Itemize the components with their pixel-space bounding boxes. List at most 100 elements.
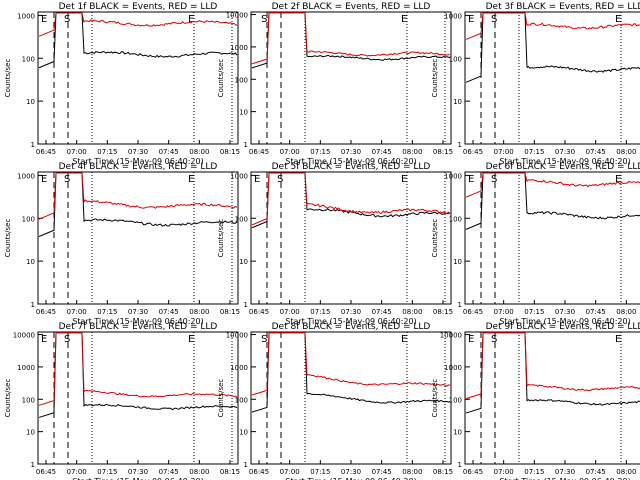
x-tick-label: 07:30 bbox=[341, 308, 361, 316]
x-tick-label: 07:30 bbox=[555, 468, 575, 476]
x-tick-label: 07:15 bbox=[310, 468, 330, 476]
plot-frame bbox=[464, 171, 640, 305]
y-axis-label: Counts/sec bbox=[4, 379, 12, 418]
marker-letter: S bbox=[261, 14, 267, 25]
x-tick-label: 08:00 bbox=[189, 148, 209, 156]
panel-title: Det 7f BLACK = Events, RED = LLD bbox=[59, 322, 218, 332]
x-tick-label: 08:15 bbox=[433, 308, 453, 316]
y-tick-label: 100 bbox=[235, 396, 248, 404]
x-axis-label: Start Time (15-May-09 06:40:20) bbox=[285, 317, 416, 326]
y-axis-label: Counts/sec bbox=[217, 219, 225, 258]
y-tick-label: 1 bbox=[244, 141, 248, 149]
marker-letter: E bbox=[254, 174, 260, 185]
x-tick-label: 07:30 bbox=[341, 468, 361, 476]
x-tick-label: 07:30 bbox=[128, 468, 148, 476]
x-tick-label: 07:15 bbox=[310, 148, 330, 156]
y-tick-label: 1000 bbox=[17, 12, 35, 20]
marker-letter: E bbox=[468, 334, 474, 345]
y-tick-label: 100 bbox=[449, 55, 462, 63]
panel-9: Det 9f BLACK = Events, RED = LLD Start Ti… bbox=[431, 322, 640, 480]
y-axis-label: Counts/sec bbox=[431, 379, 439, 418]
panel-8: Det 8f BLACK = Events, RED = LLD Start Ti… bbox=[217, 322, 453, 480]
events-series bbox=[251, 12, 451, 69]
marker-letter: E bbox=[41, 174, 47, 185]
x-tick-label: 07:15 bbox=[524, 148, 544, 156]
x-tick-label: 06:45 bbox=[36, 468, 56, 476]
x-tick-label: 08:15 bbox=[220, 308, 240, 316]
lld-series bbox=[251, 332, 451, 396]
y-tick-label: 1 bbox=[244, 301, 248, 309]
y-axis-label: Counts/sec bbox=[431, 59, 439, 98]
x-tick-label: 06:45 bbox=[36, 148, 56, 156]
x-tick-label: 07:00 bbox=[494, 148, 514, 156]
panel-4: Det 4f BLACK = Events, RED = LLD Start Ti… bbox=[4, 162, 240, 326]
x-axis-label: Start Time (15-May-09 06:40:20) bbox=[499, 157, 630, 166]
x-axis-label: Start Time (15-May-09 06:40:20) bbox=[72, 477, 203, 480]
y-tick-label: 100 bbox=[22, 55, 35, 63]
marker-letter: E bbox=[468, 174, 474, 185]
x-tick-label: 08:00 bbox=[402, 148, 422, 156]
x-tick-label: 07:15 bbox=[97, 148, 117, 156]
marker-letter: S bbox=[261, 334, 267, 345]
events-series bbox=[251, 172, 451, 229]
y-tick-label: 10 bbox=[453, 258, 462, 266]
x-tick-label: 06:45 bbox=[249, 148, 269, 156]
x-axis-label: Start Time (15-May-09 06:40:20) bbox=[499, 477, 630, 480]
x-axis-label: Start Time (15-May-09 06:40:20) bbox=[72, 317, 203, 326]
x-tick-label: 07:45 bbox=[586, 468, 606, 476]
x-tick-label: 07:45 bbox=[586, 148, 606, 156]
panel-title: Det 2f BLACK = Events, RED = LLD bbox=[272, 2, 431, 12]
x-tick-label: 08:15 bbox=[433, 468, 453, 476]
y-tick-label: 10000 bbox=[226, 12, 248, 20]
marker-letter: E bbox=[401, 14, 407, 25]
y-tick-label: 1000 bbox=[230, 44, 248, 52]
y-tick-label: 10 bbox=[239, 429, 248, 437]
y-axis-label: Counts/sec bbox=[217, 379, 225, 418]
y-tick-label: 1 bbox=[458, 141, 462, 149]
y-axis-label: Counts/sec bbox=[431, 219, 439, 258]
x-tick-label: 07:00 bbox=[280, 148, 300, 156]
x-tick-label: 07:15 bbox=[97, 468, 117, 476]
marker-letter: E bbox=[401, 334, 407, 345]
panel-title: Det 8f BLACK = Events, RED = LLD bbox=[272, 322, 431, 332]
marker-letter: E bbox=[615, 174, 621, 185]
x-tick-label: 08:00 bbox=[402, 308, 422, 316]
marker-letter: S bbox=[277, 174, 283, 185]
panel-title: Det 4f BLACK = Events, RED = LLD bbox=[59, 162, 218, 172]
panel-1: Det 1f BLACK = Events, RED = LLD Start Ti… bbox=[4, 2, 240, 166]
y-tick-label: 10 bbox=[239, 258, 248, 266]
x-tick-label: 07:45 bbox=[159, 148, 179, 156]
x-tick-label: 07:30 bbox=[128, 148, 148, 156]
x-tick-label: 07:45 bbox=[586, 308, 606, 316]
y-tick-label: 1 bbox=[244, 461, 248, 469]
x-tick-label: 07:30 bbox=[555, 308, 575, 316]
x-tick-label: 08:00 bbox=[189, 308, 209, 316]
x-tick-label: 07:45 bbox=[159, 308, 179, 316]
y-tick-label: 1000 bbox=[444, 364, 462, 372]
x-axis-label: Start Time (15-May-09 06:40:20) bbox=[285, 157, 416, 166]
panel-title: Det 3f BLACK = Events, RED = LLD bbox=[486, 2, 640, 12]
y-axis-label: Counts/sec bbox=[217, 59, 225, 98]
x-tick-label: 07:45 bbox=[372, 468, 392, 476]
x-tick-label: 08:00 bbox=[189, 468, 209, 476]
marker-letter: E bbox=[188, 14, 194, 25]
x-tick-label: 08:00 bbox=[616, 468, 636, 476]
y-tick-label: 1000 bbox=[230, 172, 248, 180]
marker-letter: S bbox=[491, 14, 497, 25]
y-tick-label: 1 bbox=[458, 301, 462, 309]
y-tick-label: 100 bbox=[22, 215, 35, 223]
x-tick-label: 07:45 bbox=[159, 468, 179, 476]
y-tick-label: 10000 bbox=[13, 332, 35, 340]
lld-series bbox=[251, 172, 451, 226]
marker-letter: E bbox=[468, 14, 474, 25]
marker-letter: E bbox=[41, 334, 47, 345]
events-series bbox=[38, 12, 238, 69]
y-tick-label: 10 bbox=[26, 258, 35, 266]
lld-series bbox=[38, 332, 238, 406]
panel-7: Det 7f BLACK = Events, RED = LLD Start Ti… bbox=[4, 322, 240, 480]
marker-letter: S bbox=[64, 174, 70, 185]
x-tick-label: 08:15 bbox=[433, 148, 453, 156]
x-tick-label: 06:45 bbox=[36, 308, 56, 316]
x-tick-label: 07:30 bbox=[555, 148, 575, 156]
